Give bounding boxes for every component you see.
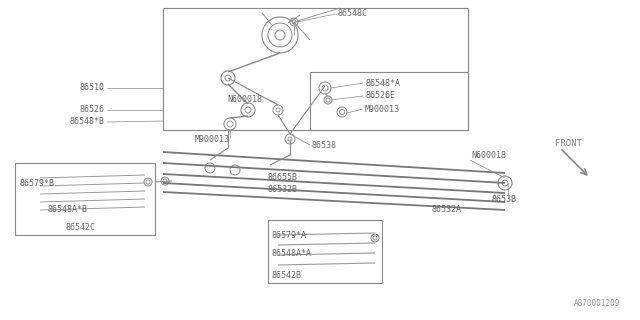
Bar <box>15 163 155 235</box>
Text: 86548A*A: 86548A*A <box>272 249 312 258</box>
Text: 86548*A: 86548*A <box>365 78 400 87</box>
Bar <box>268 220 382 283</box>
Text: N600018: N600018 <box>471 151 506 161</box>
Bar <box>163 8 468 130</box>
Text: 86510: 86510 <box>79 84 104 92</box>
Text: 86548A*B: 86548A*B <box>48 205 88 214</box>
Text: 86526E: 86526E <box>365 92 395 100</box>
Text: 86542B: 86542B <box>272 270 302 279</box>
Text: M900013: M900013 <box>365 105 400 114</box>
Text: N600018: N600018 <box>227 95 262 105</box>
Text: 86526: 86526 <box>79 106 104 115</box>
Text: 86548*B: 86548*B <box>69 117 104 126</box>
Text: M900013: M900013 <box>195 135 230 145</box>
Text: FRONT: FRONT <box>555 139 582 148</box>
Text: 86532A: 86532A <box>432 205 462 214</box>
Text: 8653B: 8653B <box>492 196 517 204</box>
Text: 86538: 86538 <box>312 140 337 149</box>
Bar <box>310 72 468 130</box>
Text: 86579*B: 86579*B <box>20 180 55 188</box>
Text: 86542C: 86542C <box>65 223 95 233</box>
Text: A870001209: A870001209 <box>573 299 620 308</box>
Text: 86548C: 86548C <box>337 10 367 19</box>
Text: 86579*A: 86579*A <box>272 230 307 239</box>
Text: 86532B: 86532B <box>268 186 298 195</box>
Text: 86655B: 86655B <box>268 173 298 182</box>
